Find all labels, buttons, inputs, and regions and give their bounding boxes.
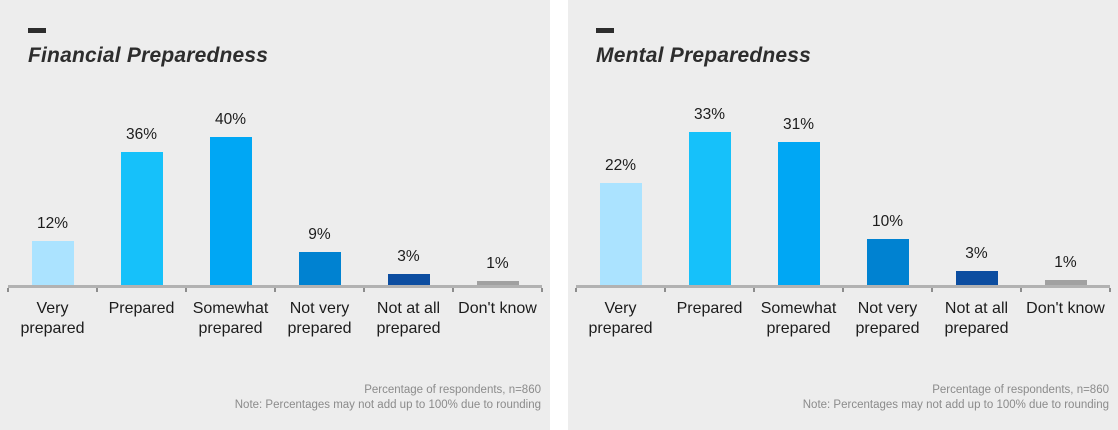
bar-value-label: 3% — [397, 248, 420, 265]
mental-preparedness-chart: Mental Preparedness 22% 33% 31% 10% 3% 1… — [568, 0, 1118, 430]
bar-value-label: 40% — [214, 111, 247, 128]
bar-value-label: 31% — [782, 116, 815, 133]
bar-column: 3% — [364, 100, 453, 285]
x-axis-labels: Very prepared Prepared Somewhat prepared… — [8, 299, 542, 339]
bar — [599, 183, 642, 285]
bar — [209, 137, 252, 285]
bar — [955, 271, 998, 285]
chart-title: Financial Preparedness — [28, 44, 269, 67]
bar-column: 10% — [843, 100, 932, 285]
bar-value-label: 3% — [965, 245, 988, 262]
x-axis-tick — [575, 288, 577, 292]
chart-notes: Percentage of respondents, n=860 Note: P… — [803, 383, 1109, 413]
x-axis-tick — [1109, 288, 1111, 292]
plot-area: 12% 36% 40% 9% 3% 1% — [7, 100, 543, 292]
bar-column: 33% — [665, 100, 754, 285]
bar — [298, 252, 341, 285]
category-label: Don't know — [1026, 300, 1105, 317]
category-label: Somewhat prepared — [192, 300, 269, 337]
category-label: Prepared — [676, 300, 743, 317]
bar-value-label: 1% — [486, 255, 509, 272]
plot-area: 22% 33% 31% 10% 3% 1% — [575, 100, 1111, 292]
x-axis-labels: Very prepared Prepared Somewhat prepared… — [576, 299, 1110, 339]
x-axis-tick — [842, 288, 844, 292]
chart-title: Mental Preparedness — [596, 44, 812, 67]
chart-notes: Percentage of respondents, n=860 Note: P… — [235, 383, 541, 413]
x-axis-tick — [184, 288, 187, 292]
bar — [688, 132, 731, 285]
bar — [120, 152, 163, 285]
category-label: Not very prepared — [855, 300, 920, 337]
note-line: Note: Percentages may not add up to 100%… — [802, 398, 1109, 411]
x-axis-tick — [541, 288, 543, 292]
note-line: Percentage of respondents, n=860 — [364, 383, 541, 396]
bar-value-label: 36% — [125, 126, 158, 143]
bar-value-label: 9% — [308, 226, 331, 243]
category-label: Don't know — [458, 300, 537, 317]
category-label: Prepared — [108, 300, 175, 317]
bar-column: 1% — [1021, 100, 1110, 285]
bar-column: 22% — [576, 100, 665, 285]
x-axis-tick — [663, 288, 666, 292]
note-line: Percentage of respondents, n=860 — [932, 383, 1109, 396]
category-label: Not at all prepared — [376, 300, 441, 337]
x-axis-tick — [362, 288, 365, 292]
bar — [31, 241, 74, 285]
title-dash — [28, 28, 46, 33]
bar-column: 9% — [275, 100, 364, 285]
bar-value-label: 33% — [693, 106, 726, 123]
bar-column: 36% — [97, 100, 186, 285]
bar-column: 1% — [453, 100, 542, 285]
x-axis-tick — [95, 288, 98, 292]
bar — [387, 274, 430, 285]
x-axis-tick — [452, 288, 454, 292]
bar-column: 31% — [754, 100, 843, 285]
category-label: Very prepared — [588, 300, 653, 337]
bar-value-label: 10% — [871, 213, 904, 230]
x-axis-tick — [1020, 288, 1022, 292]
category-label: Somewhat prepared — [760, 300, 837, 337]
x-axis-tick — [752, 288, 755, 292]
x-axis-tick — [930, 288, 933, 292]
bar-column: 40% — [186, 100, 275, 285]
financial-preparedness-chart: Financial Preparedness 12% 36% 40% 9% 3%… — [0, 0, 550, 430]
bar — [777, 142, 820, 285]
note-line: Note: Percentages may not add up to 100%… — [234, 398, 541, 411]
bar — [866, 239, 909, 285]
bar-value-label: 1% — [1054, 254, 1077, 271]
x-axis-tick — [274, 288, 276, 292]
category-label: Very prepared — [20, 300, 85, 337]
bar-column: 12% — [8, 100, 97, 285]
category-label: Not at all prepared — [944, 300, 1009, 337]
bar-value-label: 22% — [604, 157, 637, 174]
bar — [476, 281, 519, 285]
bar-column: 3% — [932, 100, 1021, 285]
bar-value-label: 12% — [36, 215, 69, 232]
category-label: Not very prepared — [287, 300, 352, 337]
x-axis-tick — [7, 288, 9, 292]
title-dash — [596, 28, 614, 33]
bar — [1044, 280, 1087, 285]
